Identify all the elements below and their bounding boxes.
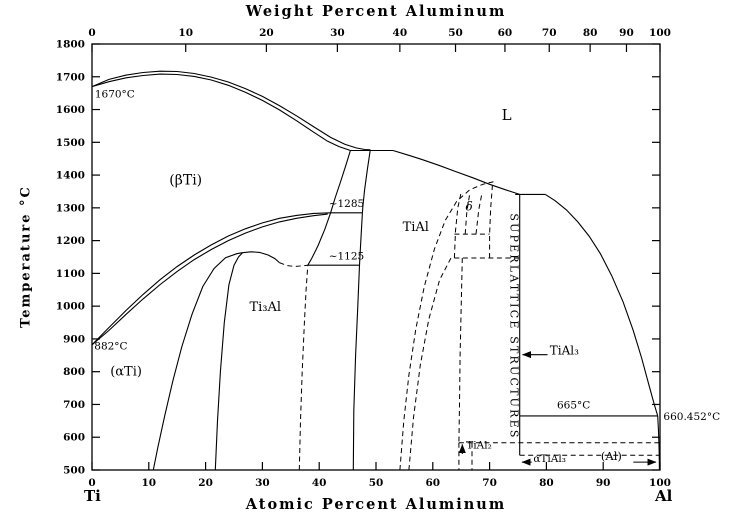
- curve-delta-right: [489, 185, 493, 258]
- svg-text:60: 60: [498, 27, 513, 39]
- svg-text:1000: 1000: [56, 301, 85, 313]
- x-axis-ticks-top: 0 10 20 30 40 50 60 70 80 90 100: [88, 27, 671, 52]
- label-temp-1125: ~1125: [329, 251, 365, 263]
- svg-text:1800: 1800: [56, 39, 85, 51]
- label-temp-882: 882°C: [94, 340, 127, 352]
- curve-al-solvus: [657, 415, 660, 471]
- svg-text:70: 70: [482, 477, 497, 489]
- svg-text:80: 80: [583, 27, 598, 39]
- curve-tial-right-solvus: [399, 181, 495, 471]
- svg-text:1600: 1600: [56, 104, 85, 116]
- svg-text:0: 0: [88, 27, 95, 39]
- label-temp-1285: ~1285: [329, 198, 365, 210]
- svg-text:800: 800: [63, 366, 85, 378]
- curve-ti3al-dome-ext: [279, 262, 308, 268]
- curve-tial-tial2-boundary: [408, 257, 452, 471]
- svg-text:10: 10: [178, 27, 193, 39]
- svg-text:100: 100: [649, 27, 671, 39]
- label-tial: TiAl: [403, 220, 429, 235]
- bottom-axis-title: Atomic Percent Aluminum: [245, 496, 507, 513]
- curve-ti3al-dome: [242, 251, 280, 264]
- curve-tial-left-upper: [361, 149, 371, 213]
- svg-text:80: 80: [539, 477, 554, 489]
- curve-beta-wedge-left: [330, 150, 351, 213]
- svg-text:1400: 1400: [56, 170, 85, 182]
- label-tial2: TiAl₂: [466, 439, 492, 451]
- svg-text:1200: 1200: [56, 235, 85, 247]
- svg-text:60: 60: [425, 477, 440, 489]
- svg-text:50: 50: [448, 27, 463, 39]
- curve-ti3al-left-solvus: [152, 252, 243, 471]
- svg-text:600: 600: [63, 432, 85, 444]
- y-axis-ticks: 1800 1700 1600 1500 1400 1300 1200 1100 1000 900 8…: [56, 39, 660, 477]
- label-temp-1670: 1670°C: [95, 88, 135, 100]
- label-al: (Al): [601, 449, 622, 463]
- svg-text:700: 700: [63, 399, 85, 411]
- svg-text:40: 40: [312, 477, 327, 489]
- svg-text:1700: 1700: [56, 71, 85, 83]
- curve-tial2-upper: [458, 257, 463, 443]
- svg-text:20: 20: [259, 27, 274, 39]
- label-liquid: L: [502, 106, 512, 124]
- curve-solidus-beta: [91, 73, 351, 152]
- curve-liquidus-al: [545, 193, 659, 417]
- curve-ti3al-left-boundary: [214, 252, 243, 471]
- curve-delta-left: [453, 191, 462, 259]
- label-beta-ti: (βTi): [169, 172, 202, 188]
- label-ti3al: Ti₃Al: [249, 300, 281, 315]
- svg-text:20: 20: [198, 477, 213, 489]
- curve-delta-inner-left: [464, 194, 471, 235]
- label-tial3: TiAl₃: [550, 344, 579, 358]
- endpoint-label-ti: Ti: [84, 487, 101, 505]
- curve-beta-transus-b: [91, 213, 328, 346]
- curve-ti3al-right-solvus: [298, 265, 309, 471]
- label-temp-665: 665°C: [557, 399, 590, 411]
- x-axis-ticks-bottom: 0 10 20 30 40 50 60 70 80 90 100: [88, 462, 671, 489]
- label-temp-660-452: 660.452°C: [663, 411, 720, 423]
- svg-text:1300: 1300: [56, 202, 85, 214]
- svg-text:30: 30: [255, 477, 270, 489]
- curve-alpha-to-eutectoid: [307, 212, 332, 266]
- label-superlattice-structures: SUPERLATTICE STRUCTURES: [508, 213, 521, 439]
- svg-text:1500: 1500: [56, 137, 85, 149]
- svg-text:70: 70: [542, 27, 557, 39]
- svg-text:500: 500: [63, 465, 85, 477]
- svg-text:40: 40: [393, 27, 408, 39]
- curve-liquidus-tial: [392, 149, 520, 195]
- y-axis-title: Temperature °C: [18, 185, 34, 328]
- curve-tial-left-lower: [352, 212, 363, 471]
- top-axis-title: Weight Percent Aluminum: [245, 3, 507, 20]
- endpoint-label-al: Al: [655, 487, 673, 505]
- svg-text:90: 90: [596, 477, 611, 489]
- svg-text:30: 30: [330, 27, 345, 39]
- svg-text:50: 50: [369, 477, 384, 489]
- curve-liquidus-beta: [91, 70, 371, 151]
- label-alpha-ti: (αTi): [110, 365, 142, 380]
- label-alpha-tial3: αTiAl₃: [533, 453, 566, 465]
- svg-text:90: 90: [619, 27, 634, 39]
- svg-text:100: 100: [649, 477, 671, 489]
- svg-text:10: 10: [141, 477, 156, 489]
- curve-beta-transus-a: [91, 212, 331, 346]
- label-delta: δ: [466, 199, 473, 213]
- svg-text:1100: 1100: [56, 268, 85, 280]
- svg-text:0: 0: [88, 477, 95, 489]
- curve-delta-inner-right: [475, 192, 483, 235]
- svg-text:900: 900: [63, 333, 85, 345]
